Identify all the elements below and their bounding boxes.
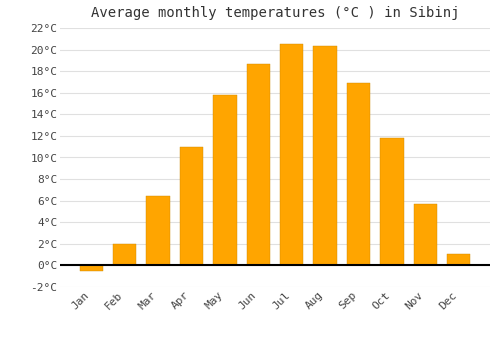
- Bar: [146, 196, 170, 265]
- Bar: [380, 138, 404, 265]
- Bar: [280, 44, 303, 265]
- Bar: [414, 204, 437, 265]
- Bar: [180, 147, 203, 265]
- Bar: [314, 46, 337, 265]
- Bar: [213, 95, 236, 265]
- Bar: [447, 253, 470, 265]
- Bar: [347, 83, 370, 265]
- Title: Average monthly temperatures (°C ) in Sibinj: Average monthly temperatures (°C ) in Si…: [91, 6, 459, 20]
- Bar: [113, 244, 136, 265]
- Bar: [246, 64, 270, 265]
- Bar: [80, 265, 103, 271]
